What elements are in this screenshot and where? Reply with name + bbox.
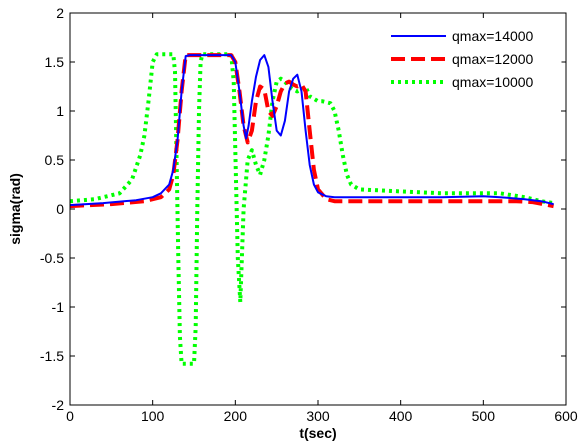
x-tick-label: 100 — [141, 408, 165, 424]
x-tick-label: 600 — [554, 408, 578, 424]
legend-label: qmax=14000 — [452, 28, 534, 44]
x-tick-label: 200 — [224, 408, 248, 424]
y-tick-label: 0 — [56, 201, 64, 217]
legend-label: qmax=10000 — [452, 74, 534, 90]
y-tick-label: 1.5 — [45, 54, 65, 70]
y-tick-label: -1 — [52, 299, 65, 315]
series-layer — [69, 52, 554, 366]
y-tick-label: 1 — [56, 103, 64, 119]
y-tick-label: -1.5 — [40, 348, 64, 364]
y-axis: -2 -1.5 -1 -0.5 0 0.5 1 1.5 2 — [40, 5, 566, 413]
series-line-qmax-10000 — [69, 52, 554, 366]
x-axis: 0 100 200 300 400 500 600 — [66, 13, 578, 424]
legend: qmax=14000 qmax=12000 qmax=10000 — [381, 19, 562, 97]
x-tick-label: 0 — [66, 408, 74, 424]
x-tick-label: 500 — [472, 408, 496, 424]
x-tick-label: 400 — [389, 408, 413, 424]
legend-label: qmax=12000 — [452, 51, 534, 67]
y-tick-label: -2 — [52, 397, 65, 413]
series-line-qmax-14000 — [69, 54, 554, 207]
y-tick-label: 0.5 — [45, 152, 65, 168]
x-tick-label: 300 — [306, 408, 330, 424]
x-axis-label: t(sec) — [299, 425, 336, 441]
y-axis-label: sigma(rad) — [7, 173, 23, 245]
y-tick-label: 2 — [56, 5, 64, 21]
y-tick-label: -0.5 — [40, 250, 64, 266]
